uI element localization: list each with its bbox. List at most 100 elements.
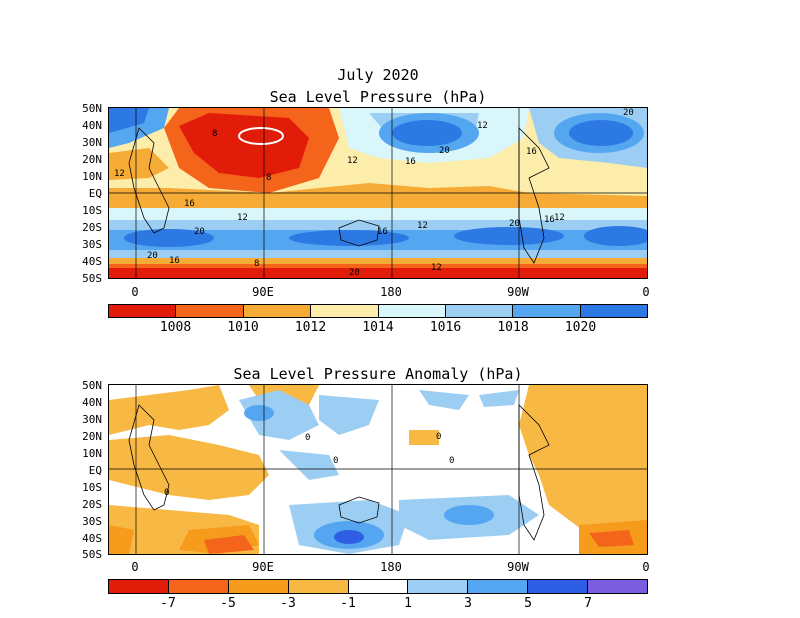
bottom-clabel-1: 0 bbox=[305, 433, 310, 443]
top-clabel-10: 16 bbox=[184, 199, 195, 209]
top-colorbar-swatch bbox=[580, 305, 647, 317]
bottom-anom-npac-b bbox=[479, 390, 519, 407]
bottom-lon-90w: 90W bbox=[507, 560, 529, 574]
bottom-colorbar-swatch bbox=[588, 580, 648, 593]
bottom-colorbar-label: -7 bbox=[160, 596, 176, 611]
top-clabel-21: 20 bbox=[623, 108, 634, 118]
bottom-lat-40s: 40S bbox=[82, 532, 102, 545]
top-colorbar-swatch bbox=[311, 305, 379, 317]
top-zone-south1 bbox=[109, 208, 647, 220]
bottom-anom-tasman-core bbox=[334, 530, 364, 544]
bottom-lat-10s: 10S bbox=[82, 481, 102, 494]
bottom-colorbar-label: -5 bbox=[220, 596, 236, 611]
bottom-anom-spac-core bbox=[444, 505, 494, 525]
top-contour-tibet bbox=[238, 127, 284, 145]
top-lat-30s: 30S bbox=[82, 238, 102, 251]
bottom-map: 0 0 0 0 0 bbox=[108, 384, 648, 555]
bottom-colorbar-swatch bbox=[468, 580, 529, 593]
top-lat-20s: 20S bbox=[82, 221, 102, 234]
bottom-anom-npac-small bbox=[409, 430, 439, 445]
top-clabel-7: 12 bbox=[477, 121, 488, 131]
top-colorbar-label: 1018 bbox=[497, 320, 529, 335]
top-clabel-1: 8 bbox=[212, 129, 217, 139]
top-clabel-0: 12 bbox=[114, 169, 125, 179]
top-zone-africa bbox=[109, 148, 169, 180]
top-colorbar-label: 1016 bbox=[429, 320, 462, 335]
top-clabel-5: 12 bbox=[237, 213, 248, 223]
top-colorbar-swatch bbox=[378, 305, 446, 317]
bottom-colorbar-swatch bbox=[109, 580, 169, 593]
top-zone-south7 bbox=[109, 268, 647, 278]
top-map: 12 8 8 8 12 12 12 12 12 16 16 16 16 16 1… bbox=[108, 107, 648, 279]
bottom-map-svg: 0 0 0 0 0 bbox=[109, 385, 647, 554]
bottom-lon-0-end: 0 bbox=[642, 560, 650, 574]
top-clabel-8: 12 bbox=[431, 263, 442, 273]
bottom-lat-20n: 20N bbox=[82, 430, 102, 443]
bottom-anom-eurasia-w bbox=[109, 385, 229, 435]
top-zone-tropics bbox=[109, 183, 647, 208]
top-clabel-12: 16 bbox=[526, 147, 537, 157]
top-zone-sh-high-c bbox=[454, 227, 564, 245]
bottom-coast-australia bbox=[338, 496, 380, 524]
top-coast-americas bbox=[518, 127, 550, 264]
top-clabel-18: 20 bbox=[147, 251, 158, 261]
bottom-title: Sea Level Pressure Anomaly (hPa) bbox=[233, 365, 523, 383]
top-title-variable: Sea Level Pressure (hPa) bbox=[269, 88, 487, 106]
bottom-anom-satl bbox=[109, 525, 134, 554]
top-colorbar-swatch bbox=[243, 305, 312, 317]
bottom-anom-japan bbox=[319, 395, 379, 435]
bottom-lat-eq: EQ bbox=[88, 464, 102, 477]
bottom-colorbar-swatch bbox=[288, 580, 349, 593]
top-colorbar-swatch bbox=[109, 305, 177, 317]
top-colorbar-swatch bbox=[176, 305, 244, 317]
top-lon-90w: 90W bbox=[507, 285, 529, 299]
top-lat-20n: 20N bbox=[82, 153, 102, 166]
top-colorbar-swatch bbox=[513, 305, 581, 317]
top-lon-0-end: 0 bbox=[642, 285, 650, 299]
bottom-anom-sio-strong bbox=[204, 535, 254, 554]
bottom-colorbar-label: 1 bbox=[404, 596, 412, 611]
top-colorbar-label: 1014 bbox=[362, 320, 394, 335]
bottom-anom-npac-a bbox=[419, 390, 469, 410]
top-clabel-6: 12 bbox=[417, 221, 428, 231]
top-lat-50n: 50N bbox=[82, 102, 102, 115]
bottom-anom-tibet-core bbox=[244, 405, 274, 421]
bottom-clabel-3: 0 bbox=[333, 456, 338, 466]
top-colorbar-label: 1012 bbox=[294, 320, 327, 335]
bottom-coast-africa bbox=[128, 404, 170, 511]
top-clabel-15: 20 bbox=[349, 268, 360, 278]
bottom-lat-20s: 20S bbox=[82, 498, 102, 511]
top-colorbar bbox=[108, 304, 648, 318]
bottom-clabel-2: 0 bbox=[436, 432, 441, 442]
bottom-lat-50n: 50N bbox=[82, 379, 102, 392]
bottom-lat-30n: 30N bbox=[82, 413, 102, 426]
bottom-clabel-4: 0 bbox=[449, 456, 454, 466]
top-map-svg: 12 8 8 8 12 12 12 12 12 16 16 16 16 16 1… bbox=[109, 108, 647, 278]
top-clabel-2: 8 bbox=[266, 173, 271, 183]
bottom-colorbar-label: -3 bbox=[280, 596, 296, 611]
top-clabel-9: 16 bbox=[405, 157, 416, 167]
top-lat-50s: 50S bbox=[82, 272, 102, 285]
top-coast-africa bbox=[128, 127, 170, 234]
bottom-lon-90e: 90E bbox=[252, 560, 274, 574]
top-clabel-20: 12 bbox=[554, 213, 565, 223]
top-zone-npac-core bbox=[392, 120, 462, 146]
bottom-lon-180: 180 bbox=[380, 560, 402, 574]
top-title-date: July 2020 bbox=[337, 66, 419, 84]
bottom-anom-indian bbox=[109, 435, 269, 500]
top-clabel-3: 8 bbox=[254, 259, 259, 269]
bottom-colorbar-swatch bbox=[168, 580, 229, 593]
bottom-clabel-0: 0 bbox=[164, 488, 169, 498]
top-lon-90e: 90E bbox=[252, 285, 274, 299]
bottom-colorbar-swatch bbox=[528, 580, 589, 593]
top-clabel-11: 16 bbox=[377, 227, 388, 237]
top-lat-30n: 30N bbox=[82, 136, 102, 149]
bottom-lat-10n: 10N bbox=[82, 447, 102, 460]
bottom-coast-americas bbox=[518, 404, 550, 541]
top-lon-0: 0 bbox=[131, 285, 139, 299]
top-zone-south4 bbox=[109, 250, 647, 258]
top-clabel-16: 20 bbox=[439, 146, 450, 156]
bottom-lat-50s: 50S bbox=[82, 548, 102, 561]
bottom-anom-tibet bbox=[239, 390, 319, 440]
bottom-anom-atlantic bbox=[519, 385, 647, 535]
